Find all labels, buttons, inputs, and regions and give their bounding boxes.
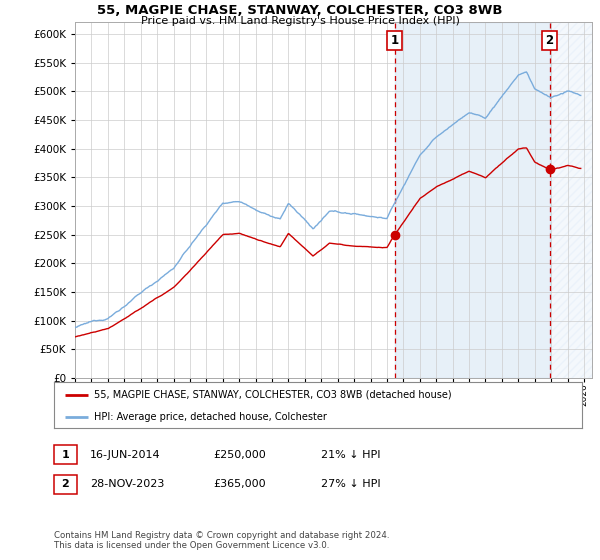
Bar — [550, 22, 592, 378]
Text: 55, MAGPIE CHASE, STANWAY, COLCHESTER, CO3 8WB (detached house): 55, MAGPIE CHASE, STANWAY, COLCHESTER, C… — [94, 390, 451, 400]
Bar — [395, 22, 550, 378]
Text: 1: 1 — [62, 450, 69, 460]
Text: 2: 2 — [545, 34, 554, 47]
Text: 21% ↓ HPI: 21% ↓ HPI — [321, 450, 380, 460]
Text: 1: 1 — [391, 34, 398, 47]
Text: Contains HM Land Registry data © Crown copyright and database right 2024.
This d: Contains HM Land Registry data © Crown c… — [54, 531, 389, 550]
Text: £250,000: £250,000 — [213, 450, 266, 460]
Text: 55, MAGPIE CHASE, STANWAY, COLCHESTER, CO3 8WB: 55, MAGPIE CHASE, STANWAY, COLCHESTER, C… — [97, 4, 503, 17]
Text: HPI: Average price, detached house, Colchester: HPI: Average price, detached house, Colc… — [94, 412, 326, 422]
Text: 16-JUN-2014: 16-JUN-2014 — [90, 450, 161, 460]
Text: £365,000: £365,000 — [213, 479, 266, 489]
Text: 27% ↓ HPI: 27% ↓ HPI — [321, 479, 380, 489]
Text: 28-NOV-2023: 28-NOV-2023 — [90, 479, 164, 489]
Text: 2: 2 — [62, 479, 69, 489]
Text: Price paid vs. HM Land Registry's House Price Index (HPI): Price paid vs. HM Land Registry's House … — [140, 16, 460, 26]
